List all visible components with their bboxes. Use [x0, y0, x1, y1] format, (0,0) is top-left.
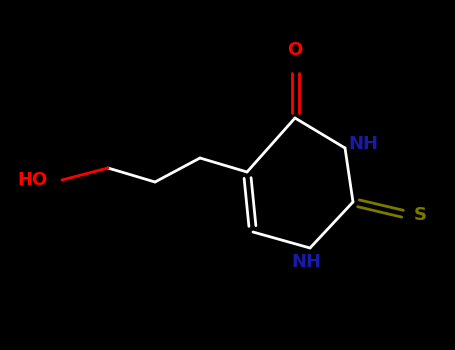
Text: O: O — [288, 41, 303, 59]
Text: S: S — [414, 206, 426, 224]
Text: HO: HO — [18, 171, 48, 189]
Text: NH: NH — [348, 135, 378, 153]
Text: NH: NH — [291, 253, 321, 271]
